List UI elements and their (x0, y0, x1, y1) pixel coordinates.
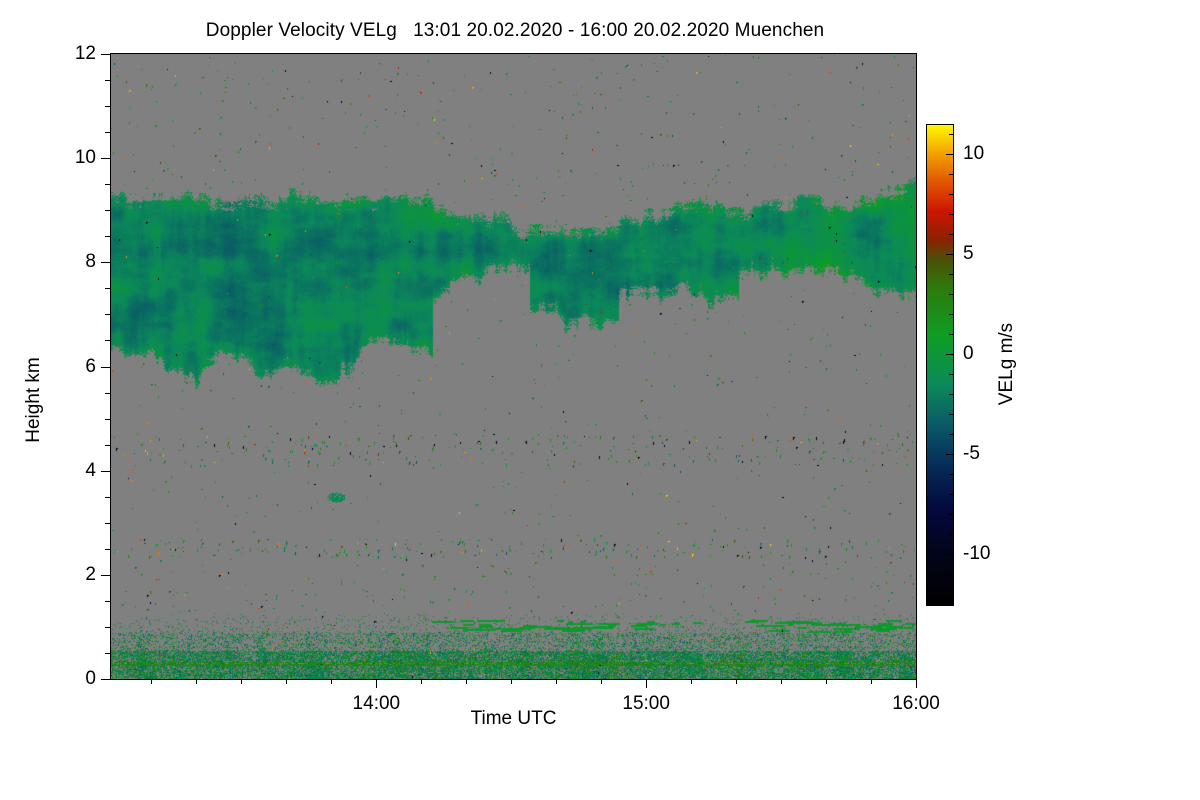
y-tick-label: 2 (85, 563, 96, 585)
y-tick-major (101, 158, 110, 160)
colorbar-tick-minor (949, 334, 954, 335)
colorbar-tick-minor (949, 294, 954, 295)
y-tick-minor (105, 496, 110, 498)
y-tick-minor (105, 132, 110, 134)
y-axis-label: Height km (23, 357, 44, 443)
x-tick-minor (286, 679, 288, 684)
colorbar-tick-label: 0 (963, 343, 974, 364)
y-tick-minor (105, 210, 110, 212)
y-axis: 0 2 4 6 8 10 12 Height km (0, 0, 110, 800)
colorbar-tick-minor (949, 374, 954, 375)
colorbar-tick-minor (949, 474, 954, 475)
y-tick-major (101, 262, 110, 264)
page-title: Doppler Velocity VELg 13:01 20.02.2020 -… (205, 20, 825, 41)
y-tick-minor (105, 652, 110, 654)
x-tick-minor (196, 679, 198, 684)
colorbar-tick-minor (949, 134, 954, 135)
x-tick-minor (826, 679, 828, 684)
x-tick-label: 16:00 (892, 693, 940, 714)
doppler-velocity-heatmap (111, 54, 916, 679)
x-tick-minor (241, 679, 243, 684)
y-tick-minor (105, 548, 110, 550)
colorbar-tick-minor (949, 314, 954, 315)
x-tick-major (376, 679, 378, 688)
y-tick-major (101, 574, 110, 576)
y-tick-major (101, 54, 110, 55)
colorbar-tick-minor (949, 494, 954, 495)
colorbar-tick-major (946, 554, 954, 555)
y-tick-minor (105, 106, 110, 108)
y-tick-minor (105, 314, 110, 316)
colorbar-tick-minor (949, 394, 954, 395)
y-tick-minor (105, 340, 110, 342)
x-tick-label: 15:00 (622, 693, 670, 714)
x-tick-minor (466, 679, 468, 684)
y-tick-minor (105, 418, 110, 420)
x-tick-major (646, 679, 648, 688)
colorbar-tick-label: -5 (963, 443, 980, 464)
x-axis: 14:00 15:00 16:00 (110, 679, 940, 739)
x-tick-minor (736, 679, 738, 684)
x-tick-minor (331, 679, 333, 684)
colorbar-tick-minor (949, 274, 954, 275)
y-tick-label: 0 (85, 668, 96, 689)
colorbar-tick-minor (949, 194, 954, 195)
colorbar-gradient (926, 124, 954, 606)
colorbar-tick-major (946, 354, 954, 355)
x-tick-minor (871, 679, 873, 684)
y-tick-major (101, 366, 110, 368)
colorbar: 10 5 0 -5 -10 (926, 124, 1016, 606)
y-tick-label: 12 (74, 43, 96, 64)
x-tick-minor (556, 679, 558, 684)
colorbar-tick-minor (949, 594, 954, 595)
colorbar-tick-major (946, 154, 954, 155)
x-tick-minor (511, 679, 513, 684)
colorbar-tick-minor (949, 174, 954, 175)
colorbar-tick-label: -10 (963, 543, 991, 564)
x-tick-major (916, 679, 917, 688)
y-tick-label: 10 (74, 147, 96, 169)
y-tick-label: 4 (85, 459, 96, 481)
x-tick-label: 14:00 (352, 693, 401, 714)
colorbar-label-holder: VELg m/s (992, 124, 1022, 604)
colorbar-tick-minor (949, 414, 954, 415)
colorbar-tick-minor (949, 574, 954, 575)
x-tick-minor (781, 679, 783, 684)
x-tick-minor (691, 679, 693, 684)
y-tick-minor (105, 184, 110, 186)
colorbar-label: VELg m/s (996, 322, 1017, 406)
y-tick-label: 8 (85, 251, 96, 273)
y-tick-label: 6 (85, 355, 96, 377)
colorbar-tick-minor (949, 534, 954, 535)
colorbar-tick-minor (949, 514, 954, 515)
y-tick-minor (105, 522, 110, 524)
y-tick-minor (105, 80, 110, 82)
colorbar-tick-minor (949, 434, 954, 435)
y-tick-minor (105, 392, 110, 394)
plot-area (110, 53, 917, 680)
y-tick-minor (105, 288, 110, 290)
x-tick-minor (151, 679, 153, 684)
x-tick-minor (421, 679, 423, 684)
colorbar-tick-major (946, 454, 954, 455)
y-tick-minor (105, 236, 110, 238)
colorbar-tick-minor (949, 234, 954, 235)
x-tick-minor (601, 679, 603, 684)
y-tick-minor (105, 444, 110, 446)
colorbar-tick-minor (949, 214, 954, 215)
y-tick-major (101, 470, 110, 472)
colorbar-tick-label: 5 (963, 243, 974, 264)
x-axis-label: Time UTC (470, 708, 557, 729)
y-tick-minor (105, 600, 110, 602)
y-tick-minor (105, 626, 110, 628)
colorbar-tick-major (946, 254, 954, 255)
y-tick-major (101, 679, 110, 680)
colorbar-tick-label: 10 (963, 143, 985, 164)
